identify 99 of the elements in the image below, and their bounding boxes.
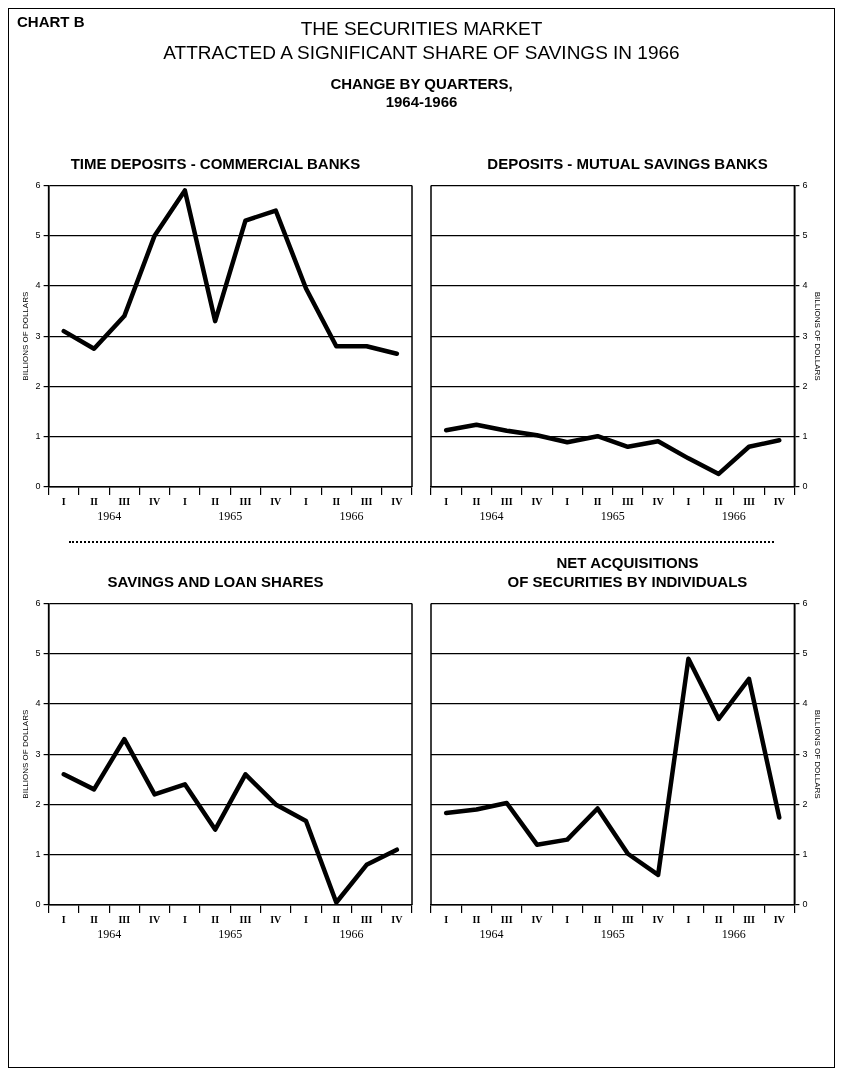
text: 1965 [600, 927, 625, 942]
x-tick-label: III [621, 495, 634, 507]
x-tick-label: IV [149, 495, 161, 507]
y-tick-label: 1 [35, 431, 41, 442]
x-tick-label: III [743, 495, 755, 507]
x-tick-label: II [593, 495, 602, 507]
x-tick-label: II [211, 913, 220, 925]
x-tick-label: IV [391, 495, 404, 507]
x-tick-label: III [118, 495, 131, 507]
x-tick-label: II [714, 495, 723, 507]
x-tick-label: IV [531, 495, 544, 507]
chart-title: SAVINGS AND LOAN SHARES [106, 572, 325, 592]
y-axis-title: BILLIONS OF DOLLARS [21, 709, 30, 799]
text: 1965 [600, 509, 625, 524]
x-tick-label: I [304, 913, 309, 925]
x-tick-label: I [61, 913, 66, 925]
y-tick-label: 1 [35, 849, 41, 860]
x-tick-label: I [444, 495, 449, 507]
text: 1964 [479, 509, 504, 524]
x-tick-label: II [90, 495, 99, 507]
x-tick-label: I [565, 495, 570, 507]
x-tick-label: I [686, 913, 691, 925]
y-tick-label: 5 [35, 230, 41, 241]
y-tick-label: 4 [35, 698, 41, 709]
y-axis-title: BILLIONS OF DOLLARS [21, 291, 30, 381]
x-tick-label: II [714, 913, 723, 925]
x-tick-label: III [621, 913, 634, 925]
y2-tick-label: 4 [802, 698, 808, 709]
chart-title: TIME DEPOSITS - COMMERCIAL BANKS [69, 154, 362, 174]
x-tick-label: I [565, 913, 570, 925]
y-tick-label: 4 [35, 280, 41, 291]
x-tick-label: IV [652, 495, 665, 507]
y2-tick-label: 5 [802, 648, 808, 659]
text: CHART B [17, 13, 85, 30]
x-tick-label: IV [652, 913, 665, 925]
x-tick-label: IV [773, 495, 786, 507]
text: 1964 [97, 509, 122, 524]
x-tick-label: III [239, 495, 252, 507]
text: 1966 [721, 927, 746, 942]
text: 1965 [218, 927, 243, 942]
y-tick-label: 2 [35, 380, 41, 391]
y2-axis-title: BILLIONS OF DOLLARS [813, 291, 822, 381]
y2-axis-title: BILLIONS OF DOLLARS [813, 709, 822, 799]
x-tick-label: I [686, 495, 691, 507]
y2-tick-label: 3 [802, 330, 808, 341]
chart-title: NET ACQUISITIONS OF SECURITIES BY INDIVIDUALS [506, 553, 749, 592]
y2-tick-label: 3 [802, 748, 808, 759]
x-tick-label: II [472, 495, 481, 507]
y2-tick-label: 0 [802, 481, 808, 492]
chart-title: DEPOSITS - MUTUAL SAVINGS BANKS [486, 154, 769, 174]
x-tick-label: III [360, 913, 373, 925]
y-tick-label: 6 [35, 597, 41, 608]
x-tick-label: III [239, 913, 252, 925]
y2-tick-label: 6 [802, 179, 808, 190]
text: 1966 [721, 509, 746, 524]
y2-tick-label: 2 [802, 380, 808, 391]
x-tick-label: IV [773, 913, 786, 925]
x-tick-label: IV [531, 913, 544, 925]
x-tick-label: III [500, 495, 513, 507]
x-tick-label: I [304, 495, 309, 507]
text: 1964 [479, 927, 504, 942]
x-tick-label: I [61, 495, 66, 507]
y2-tick-label: 5 [802, 230, 808, 241]
text: THE SECURITIES MARKET ATTRACTED A SIGNIFICANT SHARE OF SAVINGS IN 1966 [163, 18, 680, 63]
x-tick-label: II [332, 913, 341, 925]
y2-tick-label: 6 [802, 597, 808, 608]
y-tick-label: 3 [35, 330, 41, 341]
y-tick-label: 0 [35, 899, 41, 910]
x-tick-label: IV [391, 913, 404, 925]
y-tick-label: 0 [35, 481, 41, 492]
y-tick-label: 6 [35, 179, 41, 190]
y-tick-label: 2 [35, 798, 41, 809]
x-tick-label: III [743, 913, 755, 925]
x-tick-label: II [332, 495, 341, 507]
y-tick-label: 3 [35, 748, 41, 759]
text: 1966 [339, 927, 364, 942]
x-tick-label: III [360, 495, 373, 507]
y2-tick-label: 0 [802, 899, 808, 910]
y2-tick-label: 4 [802, 280, 808, 291]
x-tick-label: I [182, 495, 187, 507]
text: CHANGE BY QUARTERS, 1964-1966 [329, 75, 514, 111]
y-tick-label: 5 [35, 648, 41, 659]
text: 1964 [97, 927, 122, 942]
x-tick-label: II [90, 913, 99, 925]
x-tick-label: I [182, 913, 187, 925]
y2-tick-label: 1 [802, 431, 808, 442]
x-tick-label: III [118, 913, 131, 925]
x-tick-label: II [211, 495, 220, 507]
x-tick-label: I [444, 913, 449, 925]
x-tick-label: III [500, 913, 513, 925]
x-tick-label: IV [149, 913, 161, 925]
x-tick-label: IV [270, 913, 283, 925]
text: 1965 [218, 509, 243, 524]
x-tick-label: IV [270, 495, 283, 507]
text: 1966 [339, 509, 364, 524]
y2-tick-label: 1 [802, 849, 808, 860]
x-tick-label: II [593, 913, 602, 925]
x-tick-label: II [472, 913, 481, 925]
y2-tick-label: 2 [802, 798, 808, 809]
